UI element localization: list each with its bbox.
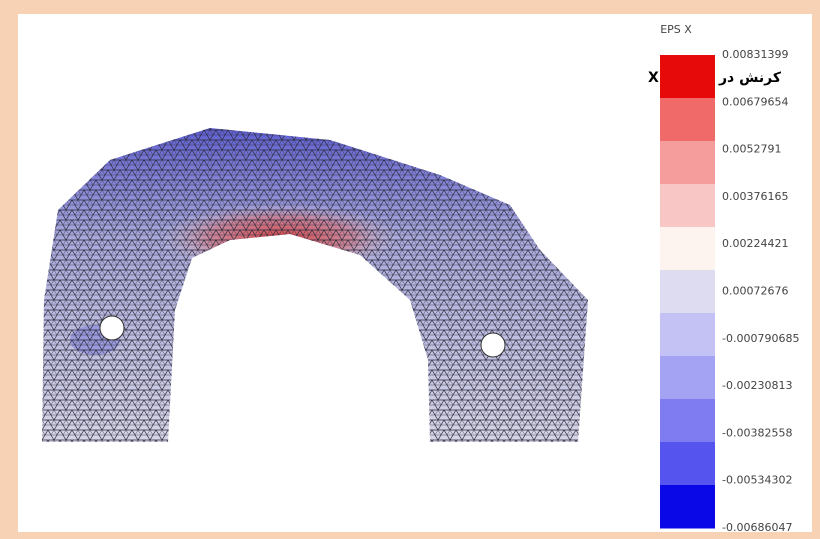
legend-band: [660, 399, 715, 443]
legend-label: 0.00072676: [722, 285, 788, 298]
legend-label: 0.00376165: [722, 190, 788, 203]
legend-label: -0.000790685: [722, 332, 799, 345]
legend-band: [660, 270, 715, 314]
legend-label: -0.00382558: [722, 426, 792, 439]
legend-band: [660, 227, 715, 271]
legend-label: 0.00224421: [722, 237, 788, 250]
legend-band: [660, 98, 715, 142]
page: کرنش در راستای X EPS X 0.008313990.00679…: [0, 0, 820, 539]
legend-label: 0.0052791: [722, 143, 782, 156]
legend-band: [660, 141, 715, 185]
legend-label: -0.00686047: [722, 521, 792, 534]
legend-label: -0.00230813: [722, 379, 792, 392]
legend-band: [660, 184, 715, 228]
legend-band: [660, 442, 715, 486]
hole: [100, 316, 124, 340]
legend-band: [660, 356, 715, 400]
legend-label: -0.00534302: [722, 474, 792, 487]
legend-label: 0.00831399: [722, 48, 788, 61]
legend-label: 0.00679654: [722, 95, 788, 108]
legend-band: [660, 485, 715, 529]
screenshot: کرنش در راستای X EPS X 0.008313990.00679…: [0, 0, 820, 539]
legend-band: [660, 55, 715, 99]
legend-title: EPS X: [660, 23, 692, 36]
legend-band: [660, 313, 715, 357]
hole: [481, 333, 505, 357]
